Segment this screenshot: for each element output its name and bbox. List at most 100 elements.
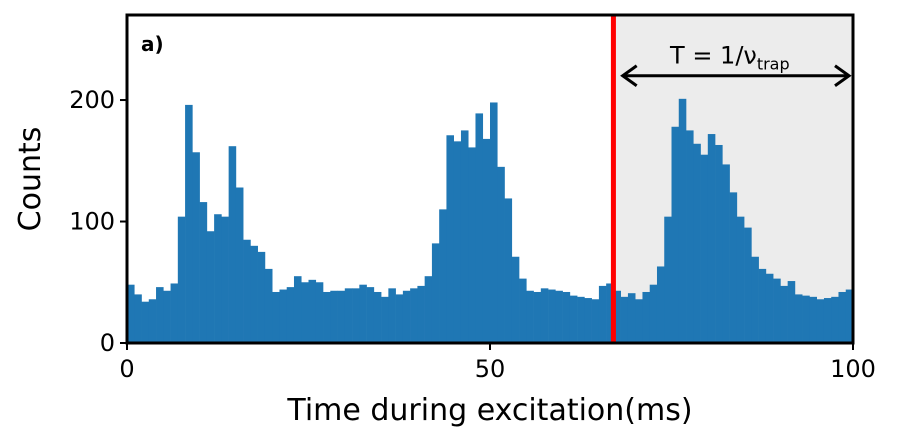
histogram-bar [664,216,672,343]
histogram-bar [845,289,854,343]
histogram-bar [787,281,796,343]
histogram-bar [649,284,658,343]
histogram-bar [148,299,157,343]
period-annotation: T = 1/νtrap [620,42,852,87]
histogram-bar [577,296,585,343]
histogram-bar [344,288,353,343]
histogram-bar [279,289,288,343]
histogram-bar [511,256,520,343]
histogram-bar [366,287,375,343]
histogram-bar [635,299,643,343]
histogram-bar [540,288,549,343]
x-axis-ticks: 0 50 100 [119,343,876,383]
histogram-bar [402,290,411,343]
histogram-bar [693,143,701,343]
y-tick-label: 200 [69,86,115,114]
histogram-bar [410,288,418,343]
histogram-bar [715,144,723,343]
histogram-bar [185,104,193,343]
histogram-bar [199,202,208,343]
histogram-bar [548,289,556,343]
histogram-bar [170,283,179,343]
plot-area [127,15,854,344]
histogram-bar [838,291,847,343]
histogram-bar [192,152,200,343]
histogram-bar [729,192,738,343]
histogram-bar [315,282,324,343]
histogram-bar [460,130,469,343]
x-tick-label: 50 [475,355,506,383]
histogram-bar [163,290,171,343]
histogram-bar [816,299,825,343]
histogram-bar [722,164,730,343]
histogram-bar [707,134,716,343]
y-axis-ticks: 0 100 200 [69,86,127,357]
histogram-bar [519,278,527,343]
histogram-bar [228,146,237,343]
histogram-bar [330,290,338,343]
histogram-bar [359,284,367,343]
histogram-bar [446,135,454,343]
histogram-bar [627,293,636,343]
histogram-bar [439,209,447,343]
x-axis-label: Time during excitation(ms) [286,393,692,428]
right-arrowhead-icon [834,64,852,87]
histogram-bar [823,298,832,343]
histogram-bar [802,295,810,343]
histogram-bar [620,296,629,343]
histogram-bar [337,290,346,343]
histogram-bar [475,113,484,344]
histogram-bar [388,288,396,343]
x-tick-label: 100 [830,355,876,383]
histogram-bar [606,283,614,343]
histogram-bar [773,278,781,343]
histogram-bar [293,276,302,343]
histogram-bar [794,294,803,343]
histogram-bar [497,166,505,343]
histogram-bar [482,138,491,343]
histogram-bar [301,282,309,343]
histogram-bar [671,126,680,343]
histogram-bar [141,301,150,343]
histogram-bar [373,291,382,343]
histogram-bar [453,141,462,343]
histogram-bar [156,287,164,343]
period-label-subscript: trap [757,55,790,74]
histogram-bar [758,268,767,343]
histogram-bar [134,294,142,343]
histogram-bar [272,291,280,343]
y-axis-label: Counts [13,127,48,232]
histogram-bar [584,298,592,343]
histogram-bar [780,285,788,343]
histogram-bar [381,296,389,343]
period-label: T = 1/νtrap [669,42,790,74]
y-tick-label: 0 [100,329,115,357]
histogram-bar [765,273,774,343]
histogram-bar [257,251,266,343]
histogram-bar [250,245,258,343]
histogram-bar [206,231,215,343]
histogram-bar [533,291,542,343]
histogram-bar [286,287,295,343]
histogram-bar [308,279,317,343]
histogram-bar [744,227,752,343]
histogram-bar [656,266,665,343]
histogram-bar [431,243,440,343]
histogram-bar [686,130,694,343]
histogram-bar [127,284,135,343]
histogram-bar [569,295,578,343]
histogram-bar [323,291,331,343]
histogram-bar [700,154,709,343]
histogram-bar [736,216,745,343]
x-tick-label: 0 [119,355,134,383]
histogram-bar [177,216,186,343]
period-label-main: T = 1/ν [669,42,757,70]
histogram-bars [127,98,854,344]
histogram-bar [214,214,222,343]
histogram-bar [417,285,425,343]
histogram-bar [642,291,651,343]
histogram-bar [424,276,433,343]
histogram-bar [395,294,404,343]
histogram-bar [562,291,571,343]
